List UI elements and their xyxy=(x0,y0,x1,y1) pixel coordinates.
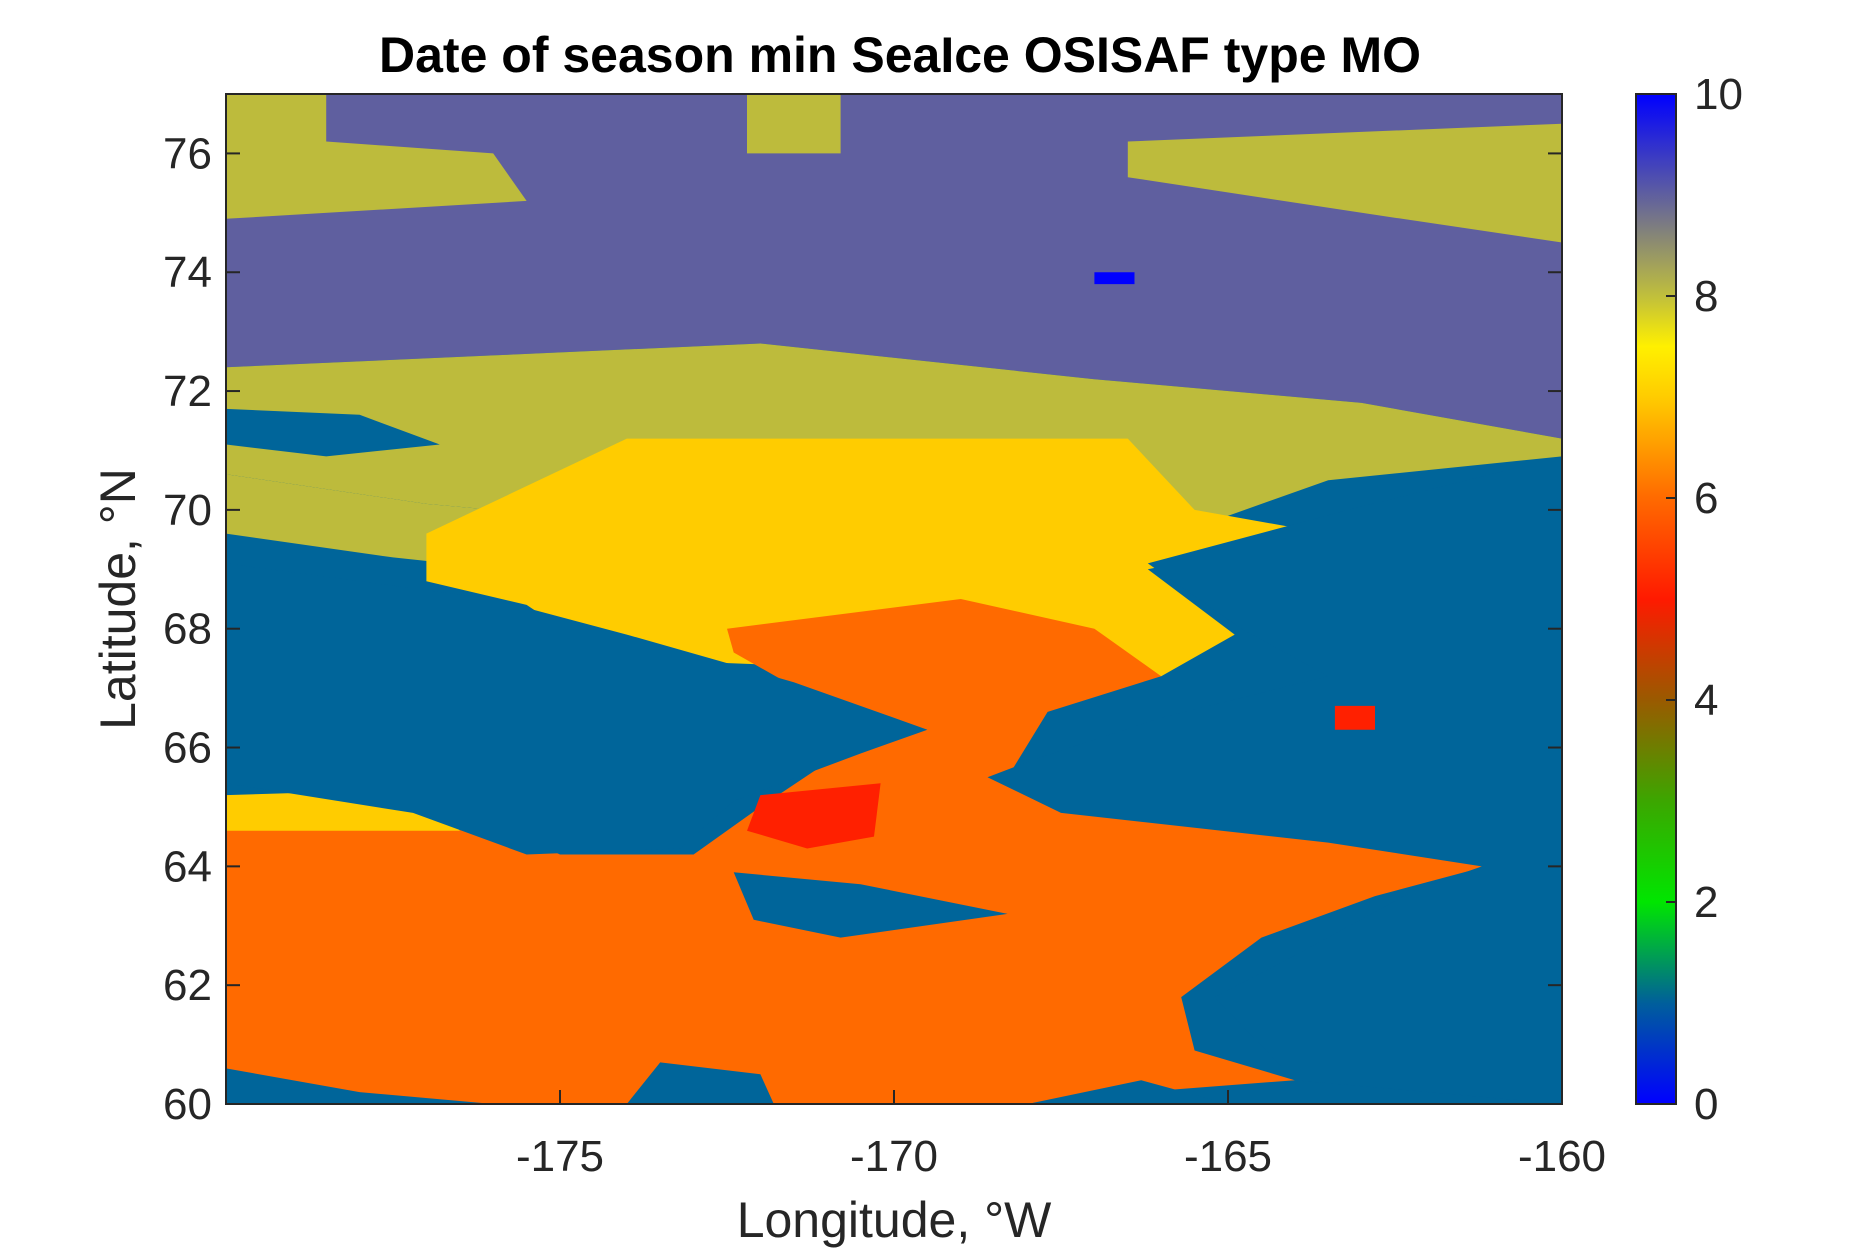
region-2-value-8 xyxy=(747,94,841,154)
x-tick-label: -170 xyxy=(850,1132,938,1181)
y-tick-label: 68 xyxy=(163,605,212,654)
plot-area xyxy=(225,93,1563,1105)
region-10-value-1 xyxy=(226,563,928,855)
colorbar-tick-label: 4 xyxy=(1694,676,1718,725)
colorbar: 0 2 4 6 8 10 xyxy=(1635,70,1743,1129)
region-12-value-1 xyxy=(987,456,1562,1104)
colorbar-tick-label: 2 xyxy=(1694,878,1718,927)
region-14-value-1 xyxy=(626,1062,774,1104)
y-tick-label: 70 xyxy=(163,486,212,535)
colorbar-tick-label: 8 xyxy=(1694,272,1718,321)
map-title: Date of season min SeaIce OSISAF type MO xyxy=(379,27,1421,83)
region-16-value-1 xyxy=(226,1068,494,1104)
y-tick-label: 62 xyxy=(163,961,212,1010)
x-axis: -175 -170 -165 -160 xyxy=(516,1090,1606,1181)
colorbar-tick-label: 6 xyxy=(1694,474,1718,523)
regions-layer xyxy=(226,94,1562,1104)
y-axis-label: Latitude, °N xyxy=(90,468,146,730)
y-tick-label: 76 xyxy=(163,129,212,178)
region-18-value-5 xyxy=(1334,705,1375,730)
region-17-value-10 xyxy=(1094,272,1135,285)
region-1-value-8 xyxy=(226,94,527,219)
region-3-value-8 xyxy=(1127,123,1562,243)
y-tick-label: 64 xyxy=(163,842,212,891)
y-tick-label: 74 xyxy=(163,248,212,297)
region-7-value-6 xyxy=(226,599,1509,1104)
colorbar-tick-label: 10 xyxy=(1694,70,1743,119)
region-11-value-1 xyxy=(226,408,440,457)
colorbar-tick-label: 0 xyxy=(1694,1080,1718,1129)
colorbar-bar xyxy=(1635,93,1677,1105)
x-axis-label: Longitude, °W xyxy=(737,1192,1052,1248)
y-tick-label: 60 xyxy=(163,1080,212,1129)
region-15-value-1 xyxy=(1027,1080,1228,1104)
y-axis: 60 62 64 66 68 70 72 74 76 xyxy=(163,129,1562,1129)
region-6-value-7 xyxy=(426,438,1329,677)
y-tick-label: 72 xyxy=(163,367,212,416)
x-tick-label: -175 xyxy=(516,1132,604,1181)
x-tick-label: -160 xyxy=(1518,1132,1606,1181)
x-tick-label: -165 xyxy=(1184,1132,1272,1181)
region-13-value-1 xyxy=(733,872,1008,938)
region-8-value-5 xyxy=(747,783,881,849)
colorbar-ticks: 0 2 4 6 8 10 xyxy=(1666,70,1743,1129)
y-tick-label: 66 xyxy=(163,724,212,773)
